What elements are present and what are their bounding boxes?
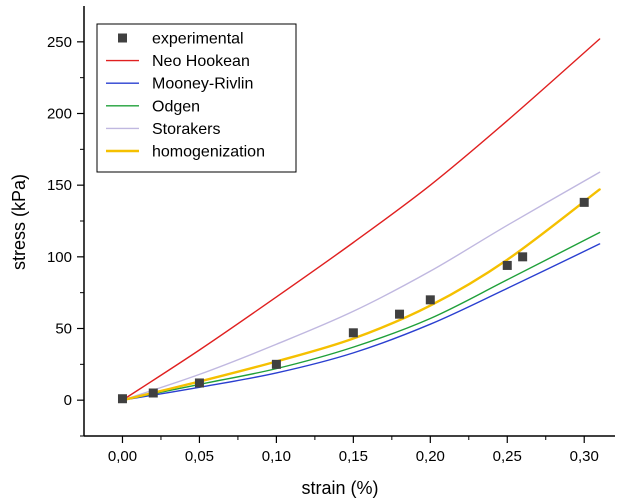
- x-tick-label: 0,15: [339, 448, 368, 465]
- data-point-experimental: [579, 197, 589, 207]
- x-tick-label: 0,00: [108, 448, 137, 465]
- y-tick-label: 50: [55, 321, 72, 338]
- y-tick-label: 150: [47, 177, 72, 194]
- data-point-experimental: [117, 394, 127, 404]
- data-point-experimental: [348, 328, 358, 338]
- legend-label-mooney-rivlin: Mooney-Rivlin: [152, 76, 253, 93]
- legend-label-experimental: experimental: [152, 31, 244, 48]
- y-axis-ticks: 0 50 100 150 200 250: [47, 34, 84, 437]
- data-point-experimental: [148, 388, 158, 398]
- data-point-experimental: [502, 260, 512, 270]
- series-line-homogenization: [121, 188, 601, 402]
- x-tick-label: 0,10: [262, 448, 291, 465]
- data-point-experimental: [271, 359, 281, 369]
- legend-label-neo-hookean: Neo Hookean: [152, 53, 250, 70]
- legend: experimental Neo Hookean Mooney-Rivlin Odge…: [96, 23, 297, 173]
- x-tick-label: 0,05: [185, 448, 214, 465]
- data-point-experimental: [194, 378, 204, 388]
- y-tick-label: 250: [47, 34, 72, 51]
- x-axis-title: strain (%): [301, 478, 378, 498]
- x-tick-label: 0,20: [416, 448, 445, 465]
- series-line-storakers: [121, 171, 601, 401]
- y-axis-title: stress (kPa): [9, 174, 29, 270]
- data-point-experimental: [425, 295, 435, 305]
- legend-label-homogenization: homogenization: [152, 144, 265, 161]
- series-line-neo-hookean: [121, 38, 601, 401]
- data-point-experimental: [518, 252, 528, 262]
- y-tick-label: 0: [64, 392, 72, 409]
- legend-label-odgen: Odgen: [152, 98, 200, 115]
- data-point-experimental: [395, 309, 405, 319]
- x-axis-ticks: 0,00 0,05 0,10 0,15 0,20 0,25 0,30: [108, 436, 599, 465]
- x-tick-label: 0,30: [570, 448, 599, 465]
- legend-box: [96, 23, 297, 173]
- y-tick-label: 200: [47, 106, 72, 123]
- legend-label-storakers: Storakers: [152, 121, 220, 138]
- series-line-odgen: [121, 231, 601, 401]
- legend-marker-experimental: [118, 33, 127, 43]
- y-tick-label: 100: [47, 249, 72, 266]
- series-points: [117, 197, 589, 404]
- x-tick-label: 0,25: [493, 448, 522, 465]
